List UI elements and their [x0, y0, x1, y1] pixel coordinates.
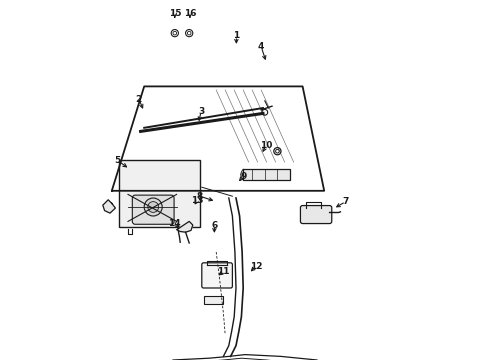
Circle shape [144, 198, 162, 216]
Polygon shape [176, 221, 193, 232]
Text: 16: 16 [184, 9, 196, 18]
Text: 4: 4 [258, 42, 265, 51]
Circle shape [262, 109, 268, 115]
Text: 11: 11 [217, 267, 230, 276]
Text: 10: 10 [260, 141, 272, 150]
Text: 12: 12 [249, 262, 262, 271]
Text: 5: 5 [114, 156, 121, 165]
Text: 7: 7 [343, 197, 349, 206]
Bar [119, 160, 200, 227]
Circle shape [186, 30, 193, 37]
Text: 14: 14 [169, 219, 181, 228]
Text: 8: 8 [197, 192, 203, 201]
Circle shape [274, 148, 281, 155]
Text: 3: 3 [198, 107, 204, 116]
Text: 9: 9 [240, 172, 246, 181]
Bar [243, 169, 290, 180]
Circle shape [148, 202, 159, 212]
Text: 15: 15 [169, 9, 181, 18]
Text: 2: 2 [136, 94, 142, 104]
Text: 6: 6 [211, 220, 218, 230]
FancyBboxPatch shape [202, 263, 232, 288]
Text: 13: 13 [191, 196, 204, 205]
FancyBboxPatch shape [300, 206, 332, 224]
Polygon shape [103, 200, 116, 213]
Bar [204, 296, 223, 304]
Circle shape [171, 30, 178, 37]
FancyBboxPatch shape [132, 195, 174, 224]
Text: 1: 1 [233, 31, 240, 40]
